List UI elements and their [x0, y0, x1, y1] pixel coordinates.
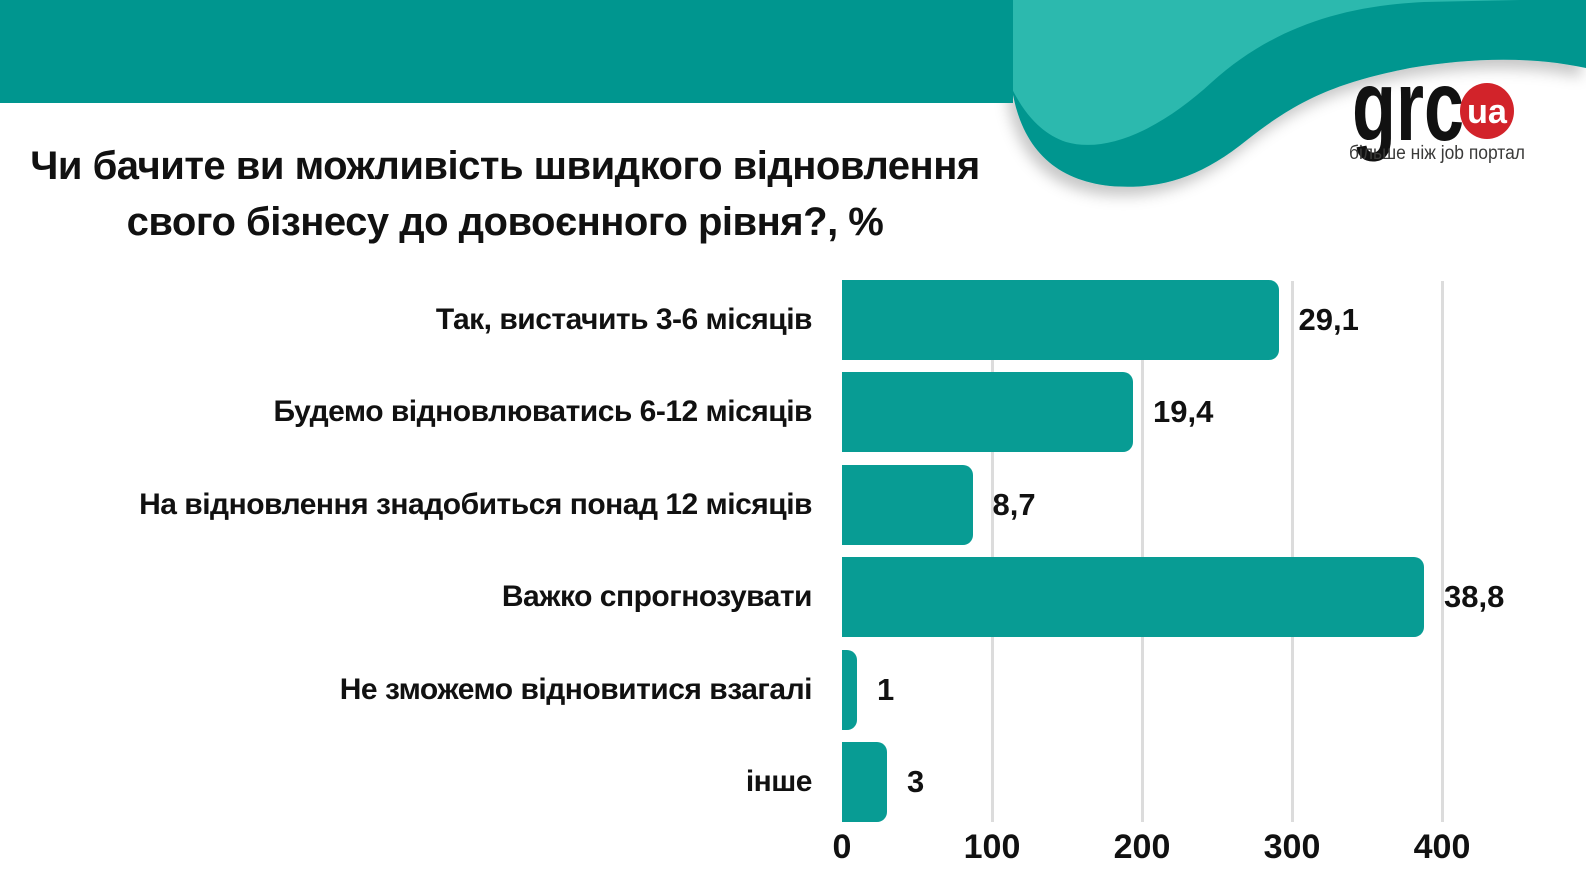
logo-text: grc: [1352, 50, 1464, 162]
bar: [842, 742, 887, 822]
value-label: 8,7: [992, 486, 1036, 522]
logo-red-circle: [1460, 83, 1514, 139]
dark-wave-shape: [984, 0, 1586, 187]
category-label: Не зможемо відновитися взагалі: [339, 672, 813, 706]
gridline-100: [990, 281, 994, 822]
logo-badge-text: ua: [1467, 93, 1508, 131]
category-label: Будемо відновлюватись 6-12 місяців: [273, 395, 812, 429]
x-tick-label: 200: [1113, 828, 1171, 866]
bar: [842, 280, 1279, 360]
category-label: На відновлення знадобиться понад 12 міся…: [139, 487, 812, 521]
value-label: 1: [877, 671, 895, 707]
grc-ua-logo: grc ua більше ніж job портал: [1349, 50, 1525, 164]
category-label: Так, вистачить 3-6 місяців: [435, 303, 813, 336]
bar: [842, 557, 1424, 638]
gridline-400: [1440, 281, 1444, 822]
gridline-200: [1140, 281, 1144, 822]
bar: [842, 649, 857, 730]
chart-title-line2: свого бізнесу до довоєнного рівня?, %: [126, 200, 884, 244]
chart-title: Чи бачите ви можливість швидкого відновл…: [0, 138, 1010, 250]
value-label: 19,4: [1153, 394, 1214, 430]
x-tick-label: 100: [963, 828, 1021, 866]
category-label: інше: [745, 765, 813, 798]
x-tick-label: 300: [1263, 828, 1321, 866]
logo-tagline: більше ніж job портал: [1349, 143, 1525, 164]
x-tick-label: 0: [832, 828, 852, 866]
header-band: [0, 0, 1013, 103]
value-label: 3: [907, 764, 925, 799]
bar: [842, 372, 1133, 453]
bar: [842, 464, 973, 545]
light-wave-shape: [984, 0, 1520, 145]
category-label: Важко спрогнозувати: [501, 580, 813, 614]
gridline-300: [1290, 281, 1294, 822]
chart-title-line1: Чи бачите ви можливість швидкого відновл…: [30, 144, 980, 188]
value-label: 29,1: [1298, 302, 1359, 337]
x-tick-label: 400: [1413, 828, 1471, 866]
value-label: 38,8: [1444, 579, 1505, 615]
